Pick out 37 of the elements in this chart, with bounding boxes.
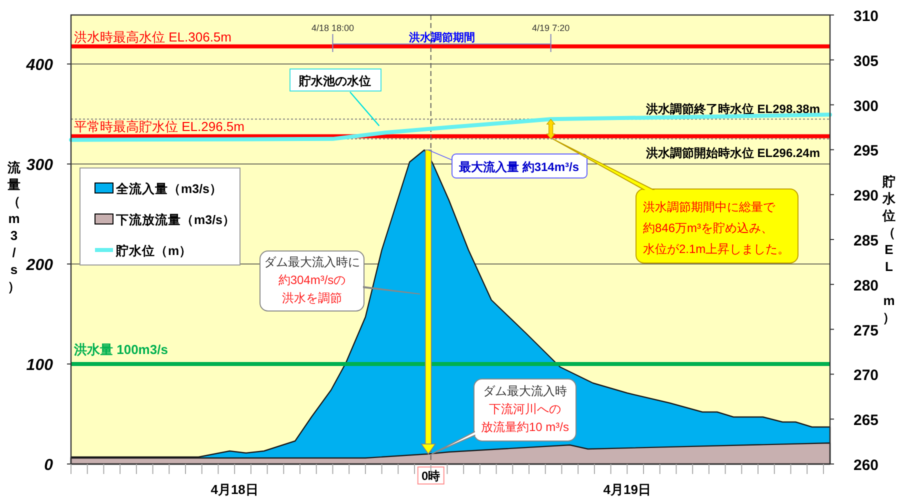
ref-line-label: 0時 [422, 469, 440, 483]
y-tick-label: 400 [25, 57, 54, 74]
ref-line-label: 平常時最高貯水位 EL.296.5m [74, 119, 244, 134]
annotation: 4/19 7:20 [532, 23, 570, 33]
annotation: 洪水調節期間 [408, 31, 475, 44]
x-tick-label: 4月19日 [603, 482, 652, 497]
y-tick-label: 200 [25, 257, 54, 274]
text: 貯水位（EL m） [882, 174, 896, 325]
y2-tick-label: 260 [853, 457, 879, 474]
x-tick-label: 4月18日 [210, 482, 258, 497]
legend-label: 全流入量（m3/s） [115, 181, 222, 196]
y2-tick-label: 280 [853, 277, 879, 294]
annotation: ダム最大流入時に約304m³/sの洪水を調節 [264, 255, 360, 305]
y-tick-label: 300 [26, 157, 54, 174]
annotation: ダム最大流入時下流河川への放流量約10 m³/s [480, 384, 570, 434]
y-tick-label: 100 [26, 357, 54, 374]
y2-tick-label: 275 [853, 322, 879, 340]
legend-label: 貯水位（m） [115, 243, 192, 258]
legend-label: 下流放流量（m3/s） [115, 212, 236, 227]
y-axis-title: 流量（m3/s） [6, 160, 22, 294]
ref-line-label: 洪水調節開始時水位 EL296.24m [644, 146, 820, 160]
y2-tick-label: 265 [853, 412, 879, 430]
y2-tick-label: 310 [853, 8, 879, 25]
y-tick-label: 0 [44, 457, 54, 474]
ref-line-label: 洪水調節終了時水位 EL298.38m [644, 102, 820, 116]
annotation: 4/18 18:00 [311, 23, 354, 33]
ref-line-label: 洪水時最高水位 EL.306.5m [74, 29, 232, 44]
annotation: 貯水池の水位 [298, 74, 371, 88]
ref-line-label: 洪水量 100m3/s [73, 342, 168, 357]
annotation: 洪水調節期間中に総量で約846万m³を貯め込み、水位が2.1m上昇しました。 [643, 200, 790, 256]
y2-tick-label: 285 [853, 232, 879, 250]
annotation: 最大流入量 約314m³/s [458, 160, 580, 174]
y2-tick-label: 295 [853, 142, 879, 160]
y2-tick-label: 290 [853, 188, 879, 205]
y2-tick-label: 305 [853, 52, 879, 70]
y2-tick-label: 270 [853, 367, 879, 384]
y2-tick-label: 300 [853, 98, 879, 115]
